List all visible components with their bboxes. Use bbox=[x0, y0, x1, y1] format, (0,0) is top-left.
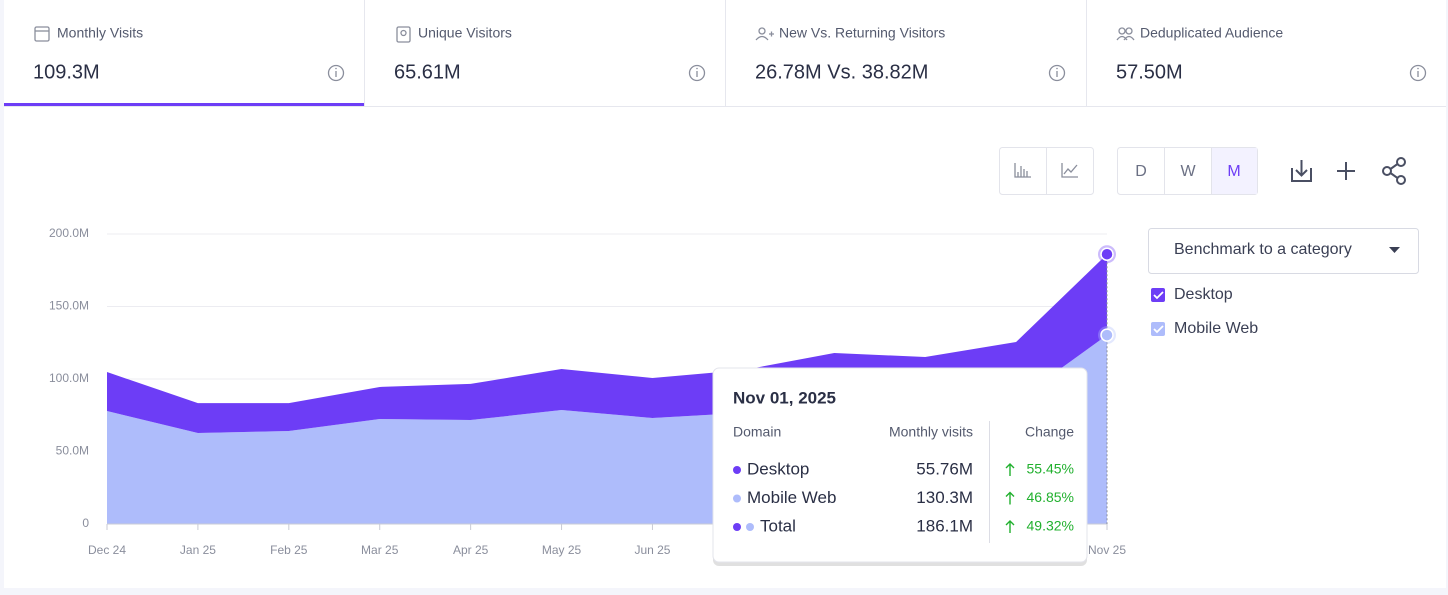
tab-label: Deduplicated Audience bbox=[1140, 25, 1283, 41]
download-button[interactable] bbox=[1291, 160, 1312, 182]
x-tick-label: Nov 25 bbox=[1088, 543, 1126, 557]
tab[interactable]: New Vs. Returning Visitors 26.78M Vs. 38… bbox=[755, 25, 1066, 84]
x-tick-label: Jun 25 bbox=[634, 543, 670, 557]
tooltip-header: Domain bbox=[733, 424, 781, 440]
y-tick-label: 0 bbox=[82, 516, 89, 530]
legend: Desktop Mobile Web bbox=[1151, 286, 1258, 337]
tab-value: 26.78M Vs. 38.82M bbox=[755, 61, 928, 83]
tooltip-change: 49.32% bbox=[1027, 518, 1074, 534]
legend-item[interactable]: Mobile Web bbox=[1151, 320, 1258, 337]
tooltip: Nov 01, 2025 Domain Monthly visits Chang… bbox=[712, 367, 1088, 566]
legend-checkbox bbox=[1151, 322, 1165, 336]
tooltip-visits: 130.3M bbox=[916, 488, 973, 507]
add-button[interactable] bbox=[1337, 162, 1355, 180]
hover-point bbox=[1100, 247, 1114, 261]
y-tick-label: 50.0M bbox=[56, 444, 89, 458]
legend-label: Desktop bbox=[1174, 286, 1233, 303]
benchmark-label: Benchmark to a category bbox=[1174, 241, 1352, 258]
x-tick-label: Apr 25 bbox=[453, 543, 489, 557]
tooltip-dot bbox=[733, 466, 741, 474]
tab[interactable]: Unique Visitors 65.61M bbox=[394, 25, 706, 84]
benchmark-dropdown[interactable]: Benchmark to a category bbox=[1148, 228, 1419, 274]
bar-chart-button[interactable] bbox=[1014, 163, 1031, 178]
tab-label: New Vs. Returning Visitors bbox=[779, 25, 945, 41]
legend-checkbox bbox=[1151, 288, 1165, 302]
tab-value: 109.3M bbox=[33, 61, 100, 83]
tooltip-visits: 55.76M bbox=[916, 459, 973, 478]
y-tick-label: 150.0M bbox=[49, 299, 89, 313]
line-chart-button[interactable] bbox=[1061, 163, 1078, 178]
tooltip-domain: Total bbox=[760, 516, 796, 535]
granularity-toggle: D W M bbox=[1117, 147, 1258, 195]
tabs: Monthly Visits 109.3M Unique Visitors 65… bbox=[4, 0, 1427, 106]
granularity-button[interactable]: W bbox=[1180, 163, 1196, 180]
change-arrow bbox=[1005, 491, 1015, 505]
hover-point bbox=[1100, 328, 1114, 342]
tooltip-change: 55.45% bbox=[1027, 461, 1074, 477]
granularity-button[interactable]: M bbox=[1227, 163, 1240, 180]
legend-check bbox=[1153, 291, 1164, 300]
tooltip-header: Monthly visits bbox=[889, 424, 973, 440]
tab-value: 57.50M bbox=[1116, 61, 1183, 83]
change-arrow bbox=[1005, 520, 1015, 533]
tab[interactable]: Monthly Visits 109.3M bbox=[33, 25, 345, 84]
chart-type-toggle bbox=[999, 147, 1094, 195]
tooltip-dot bbox=[746, 523, 754, 531]
change-arrow bbox=[1005, 463, 1015, 476]
x-tick-label: Dec 24 bbox=[88, 543, 126, 557]
legend-item[interactable]: Desktop bbox=[1151, 286, 1233, 303]
tab-label: Unique Visitors bbox=[418, 25, 512, 41]
legend-label: Mobile Web bbox=[1174, 320, 1258, 337]
tooltip-dot bbox=[733, 494, 741, 503]
y-tick-label: 100.0M bbox=[49, 371, 89, 385]
tooltip-title: Nov 01, 2025 bbox=[733, 388, 836, 407]
granularity-button[interactable]: D bbox=[1135, 163, 1147, 180]
active-tab-indicator bbox=[4, 103, 364, 106]
share-button[interactable] bbox=[1382, 157, 1406, 185]
x-tick-label: May 25 bbox=[542, 543, 582, 557]
tooltip-domain: Mobile Web bbox=[747, 488, 836, 507]
x-tick-label: Feb 25 bbox=[270, 543, 308, 557]
tab[interactable]: Deduplicated Audience 57.50M bbox=[1116, 25, 1427, 84]
legend-check bbox=[1153, 325, 1164, 334]
tooltip-visits: 186.1M bbox=[916, 516, 973, 535]
tooltip-domain: Desktop bbox=[747, 459, 809, 478]
tab-label: Monthly Visits bbox=[57, 25, 143, 41]
x-tick-label: Mar 25 bbox=[361, 543, 399, 557]
x-tick-label: Jan 25 bbox=[180, 543, 216, 557]
tooltip-change: 46.85% bbox=[1027, 489, 1074, 505]
tooltip-dot bbox=[733, 523, 741, 531]
tooltip-header: Change bbox=[1025, 424, 1074, 440]
tab-value: 65.61M bbox=[394, 61, 461, 83]
y-tick-label: 200.0M bbox=[49, 226, 89, 240]
